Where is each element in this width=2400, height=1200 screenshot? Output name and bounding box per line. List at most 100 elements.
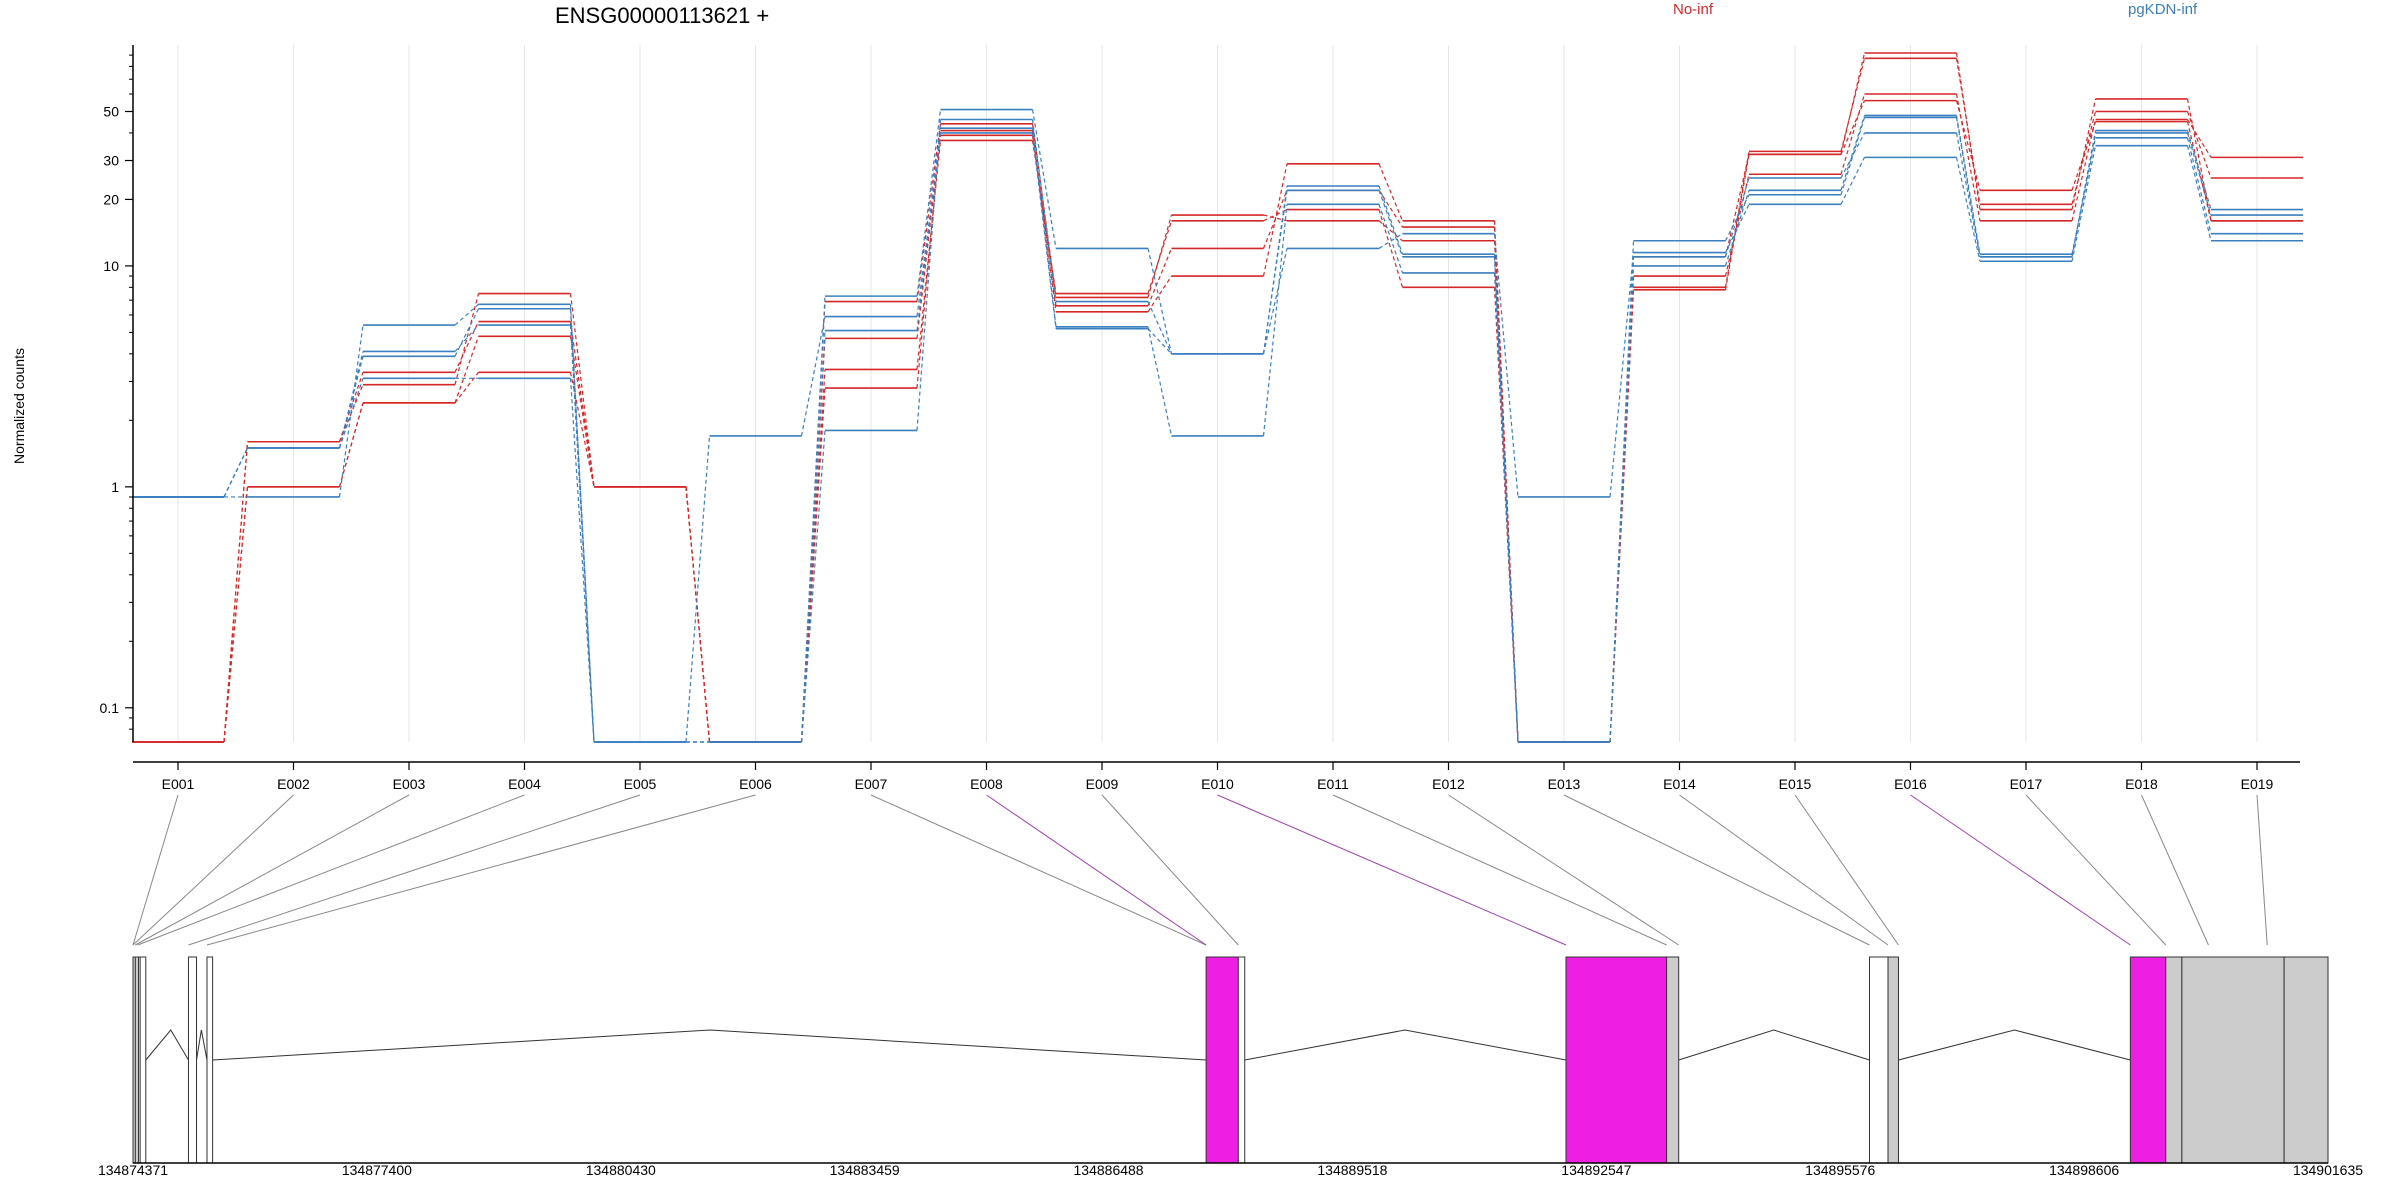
- y-tick-label: 30: [103, 153, 119, 169]
- coordinate-tick-label: 134880430: [586, 1162, 656, 1178]
- series-connector: [800, 330, 826, 743]
- series-connector: [1147, 220, 1173, 294]
- series-connector: [685, 435, 711, 743]
- series-connector: [916, 123, 942, 302]
- series-connector: [800, 369, 826, 743]
- series-connector: [1840, 100, 1866, 155]
- exon-bin-e005: [187, 956, 198, 1164]
- x-tick-label: E011: [1317, 776, 1349, 792]
- series-connector: [1147, 328, 1172, 355]
- series-connector: [1147, 248, 1173, 354]
- series-connector: [685, 486, 711, 743]
- series-connector: [1724, 190, 1750, 267]
- series-connector: [2186, 132, 2212, 216]
- x-tick-label: E003: [393, 776, 426, 792]
- x-tick-label: E013: [1548, 776, 1581, 792]
- series-connector: [1724, 151, 1750, 288]
- exon-bin-e004: [139, 956, 147, 1164]
- series-connector: [1031, 132, 1057, 329]
- series-connector: [2186, 119, 2212, 158]
- exon-bin-e011: [1869, 956, 1889, 1164]
- series-connector: [454, 293, 480, 385]
- series-connector: [2071, 111, 2097, 205]
- x-tick-label: E018: [2125, 776, 2158, 792]
- series-connector: [1262, 248, 1288, 354]
- series-connector: [2186, 137, 2212, 234]
- y-axis-label: Normalized counts: [11, 348, 27, 464]
- series-connector: [454, 371, 479, 404]
- y-tick-label: 50: [103, 104, 119, 120]
- series-connector: [569, 378, 595, 743]
- series-connector: [1840, 157, 1866, 205]
- connector-layer: [132, 794, 2268, 946]
- series-connector: [569, 308, 595, 743]
- coordinate-tick-label: 134889518: [1317, 1162, 1387, 1178]
- series-connector: [800, 296, 826, 743]
- series-connector: [454, 336, 480, 404]
- series-connector: [454, 324, 479, 352]
- y-tick-label: 10: [103, 258, 119, 274]
- exon-bin-e007: [1205, 956, 1239, 1164]
- series-connector: [1609, 252, 1635, 498]
- connector-e004: [137, 794, 525, 946]
- y-tick-label: 20: [103, 191, 119, 207]
- connector-e018: [2141, 794, 2209, 946]
- series-connector: [800, 388, 826, 743]
- series-connector: [338, 402, 364, 488]
- series-connector: [1147, 275, 1173, 313]
- series-connector: [1609, 265, 1635, 743]
- coordinate-tick-label: 134886488: [1074, 1162, 1144, 1178]
- series-connector: [1262, 163, 1288, 277]
- x-tick-label: E014: [1663, 776, 1696, 792]
- x-tick-label: E005: [624, 776, 657, 792]
- y-tick-label: 1: [111, 479, 119, 495]
- series-connector: [569, 293, 595, 487]
- x-tick-label: E001: [162, 776, 195, 792]
- series-connector: [2186, 145, 2212, 241]
- series-connector: [1955, 58, 1981, 205]
- connector-e006: [206, 794, 756, 946]
- series-connector: [454, 303, 479, 326]
- x-tick-label: E010: [1201, 776, 1234, 792]
- exon-bin-e014: [2165, 956, 2183, 1164]
- series-connector: [1378, 190, 1404, 257]
- exon-bin-e013: [2129, 956, 2167, 1164]
- series-connector: [2186, 111, 2212, 179]
- exon-bin-e009: [1565, 956, 1668, 1164]
- coordinate-tick-label: 134874371: [98, 1162, 168, 1178]
- coordinate-tick-label: 134895576: [1805, 1162, 1875, 1178]
- coordinate-tick-label: 134898606: [2049, 1162, 2119, 1178]
- exon-bin-e012: [1887, 956, 1899, 1164]
- series-connector: [916, 119, 942, 431]
- series-connector: [1955, 93, 1981, 221]
- series-connector: [1493, 256, 1519, 743]
- series-connector: [1378, 189, 1404, 228]
- x-tick-label: E008: [970, 776, 1003, 792]
- y-tick-label: 0.1: [100, 700, 120, 716]
- intron-line: [212, 1029, 1207, 1061]
- exon-bin-e010: [1666, 956, 1680, 1164]
- intron-line: [145, 1029, 189, 1061]
- series-connector: [569, 372, 595, 487]
- series-connector: [1378, 204, 1404, 274]
- series-connector: [1493, 254, 1519, 743]
- series-connector: [1609, 240, 1635, 743]
- series-connector: [916, 109, 942, 297]
- series-connector: [800, 430, 826, 743]
- coordinate-tick-label: 134901635: [2293, 1162, 2363, 1178]
- series-connector: [1493, 233, 1519, 498]
- series-connector: [1378, 220, 1403, 242]
- connector-e012: [1448, 794, 1679, 946]
- connector-e011: [1332, 794, 1667, 946]
- connector-e019: [2256, 794, 2268, 946]
- series-connector: [338, 324, 364, 498]
- legend-no-inf: No-inf: [1673, 1, 1714, 18]
- coordinate-tick-label: 134892547: [1561, 1162, 1631, 1178]
- connector-e003: [135, 794, 410, 946]
- connector-e002: [132, 794, 294, 946]
- connector-e005: [188, 794, 641, 946]
- series-connector: [2071, 145, 2097, 262]
- series-connector: [569, 336, 595, 487]
